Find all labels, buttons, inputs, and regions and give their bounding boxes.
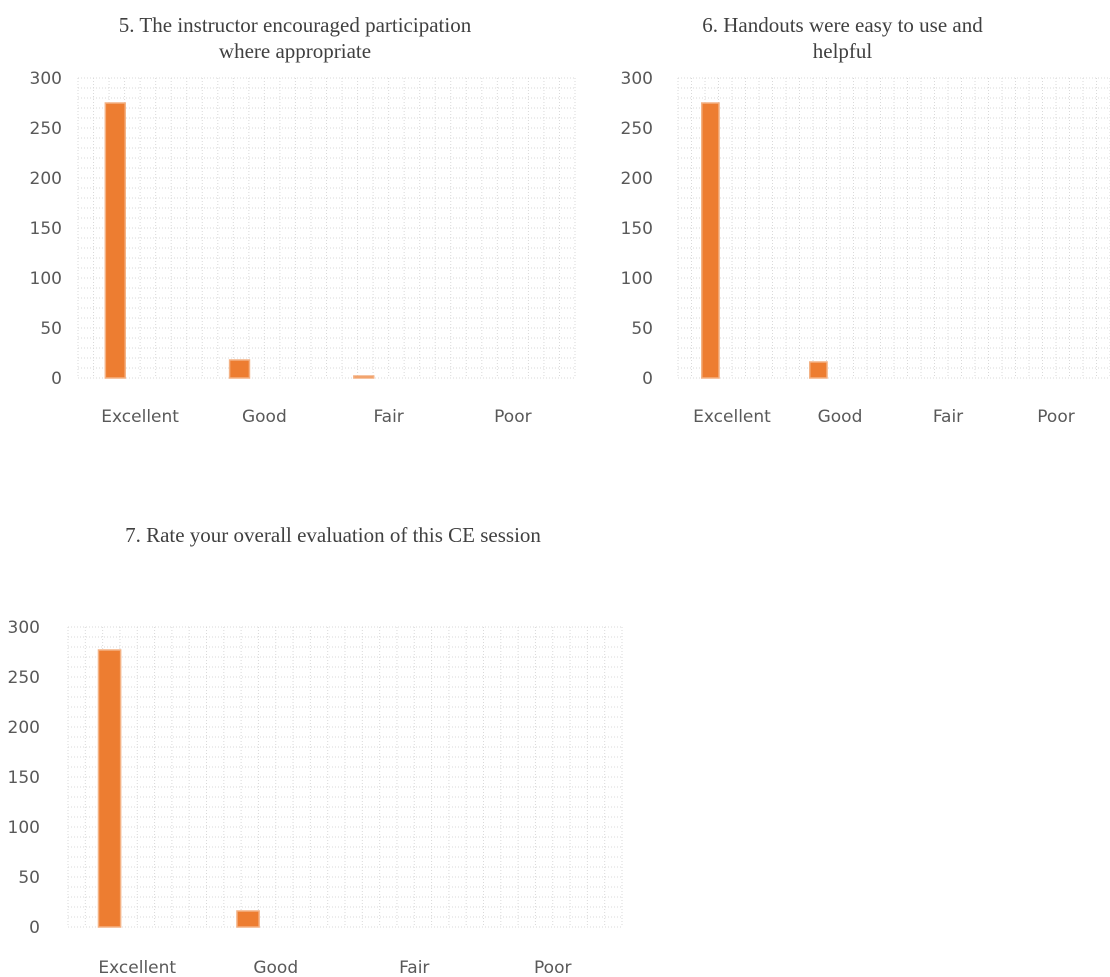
y-tick-label: 100 xyxy=(30,269,62,289)
category-label: Good xyxy=(242,407,287,427)
category-label: Fair xyxy=(399,958,429,977)
category-label: Fair xyxy=(933,407,963,427)
y-tick-label: 300 xyxy=(30,69,62,89)
category-label: Fair xyxy=(373,407,403,427)
chart-panel-5: 5. The instructor encouraged participati… xyxy=(0,0,590,460)
y-tick-label: 50 xyxy=(631,319,653,339)
y-tick-label: 250 xyxy=(8,668,40,688)
category-label: Good xyxy=(818,407,863,427)
category-label: Excellent xyxy=(98,958,176,977)
y-tick-label: 0 xyxy=(51,369,62,389)
y-tick-label: 300 xyxy=(8,618,40,638)
chart-plot-6: 0 50 100 150 200 250 300 Excellent Good Fair Poor xyxy=(621,69,1110,427)
y-tick-label: 150 xyxy=(30,219,62,239)
chart-plot-5: 0 50 100 150 200 250 300 Excellent Good Fair Poor xyxy=(30,69,576,427)
y-tick-label: 200 xyxy=(30,169,62,189)
bar xyxy=(353,375,375,379)
bar xyxy=(236,910,260,928)
bar xyxy=(104,102,126,379)
bar xyxy=(701,102,720,379)
y-tick-label: 50 xyxy=(40,319,62,339)
grid-minor xyxy=(677,77,1110,379)
y-tick-label: 50 xyxy=(18,868,40,888)
category-label: Poor xyxy=(1037,407,1074,427)
chart-title-6: 6. Handouts were easy to use and helpful xyxy=(702,13,983,63)
y-tick-label: 100 xyxy=(621,269,653,289)
y-tick-label: 250 xyxy=(621,119,653,139)
y-tick-label: 150 xyxy=(8,768,40,788)
chart-plot-7: 0 50 100 150 200 250 300 Excellent Good Fair Poor xyxy=(8,618,623,977)
category-label: Poor xyxy=(534,958,571,977)
chart-panel-6: 6. Handouts were easy to use and helpful… xyxy=(590,0,1110,460)
category-label: Poor xyxy=(494,407,531,427)
y-tick-label: 200 xyxy=(8,718,40,738)
y-tick-label: 250 xyxy=(30,119,62,139)
y-tick-label: 300 xyxy=(621,69,653,89)
bar xyxy=(97,649,122,928)
chart-panel-7: 7. Rate your overall evaluation of this … xyxy=(0,500,640,977)
bar xyxy=(228,359,251,379)
grid-minor xyxy=(77,77,576,379)
y-tick-label: 0 xyxy=(29,918,40,938)
category-label: Excellent xyxy=(101,407,179,427)
grid-minor xyxy=(67,626,623,928)
y-tick-label: 200 xyxy=(621,169,653,189)
category-label: Good xyxy=(253,958,298,977)
y-tick-label: 0 xyxy=(642,369,653,389)
bar xyxy=(809,361,828,379)
chart-title-5: 5. The instructor encouraged participati… xyxy=(118,13,472,63)
y-tick-label: 100 xyxy=(8,818,40,838)
category-label: Excellent xyxy=(693,407,771,427)
chart-title-7: 7. Rate your overall evaluation of this … xyxy=(125,523,541,547)
y-tick-label: 150 xyxy=(621,219,653,239)
